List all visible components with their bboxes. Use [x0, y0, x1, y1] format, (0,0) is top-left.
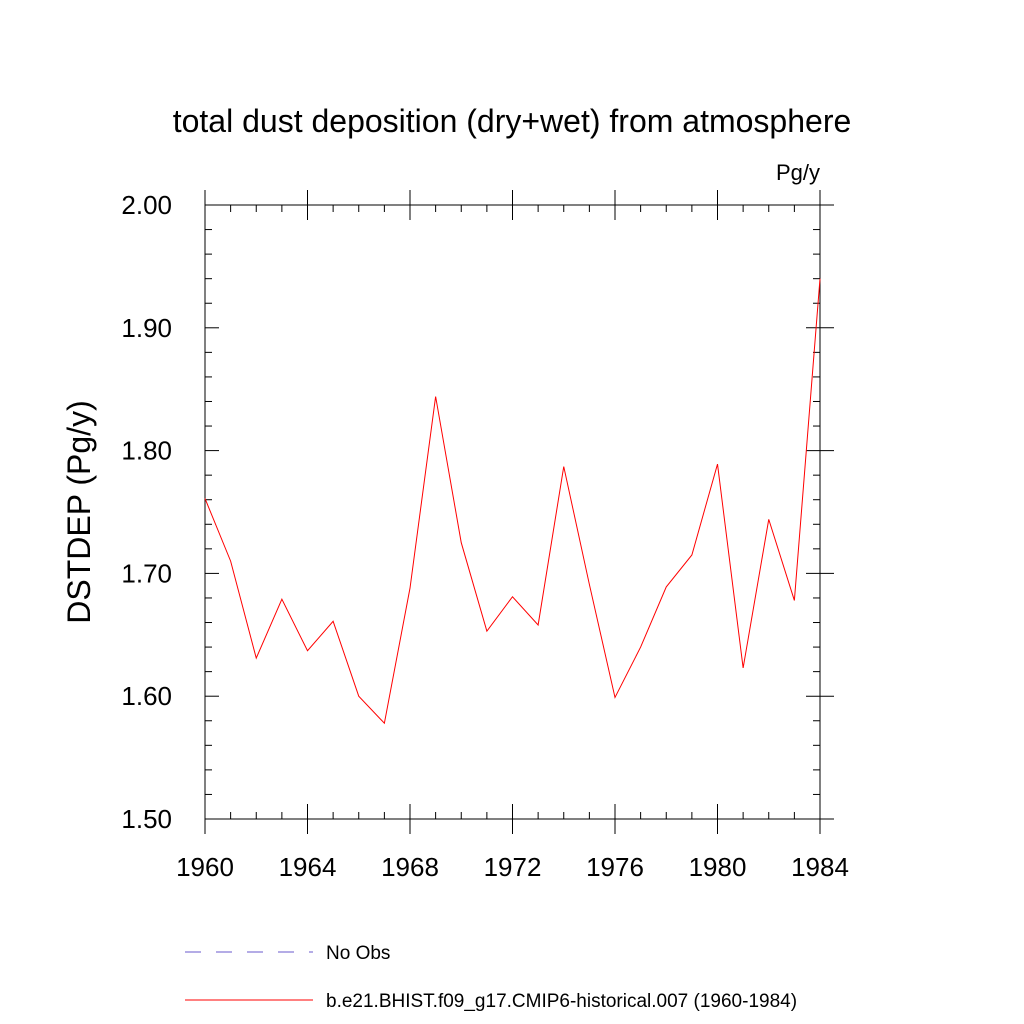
y-axis-ticks: [205, 204, 834, 820]
chart-title: total dust deposition (dry+wet) from atm…: [173, 103, 852, 139]
y-tick-label: 1.90: [121, 313, 172, 343]
x-tick-label: 1976: [586, 852, 644, 882]
x-tick-label: 1968: [381, 852, 439, 882]
x-tick-label: 1972: [484, 852, 542, 882]
plot-frame: [204, 204, 821, 820]
legend-label: b.e21.BHIST.f09_g17.CMIP6-historical.007…: [326, 991, 797, 1012]
y-tick-label: 1.70: [121, 558, 172, 588]
series-layer: [204, 278, 821, 725]
y-tick-label: 1.80: [121, 436, 172, 466]
y-axis-label: DSTDEP (Pg/y): [61, 400, 97, 623]
y-tick-label: 1.50: [121, 804, 172, 834]
legend: No Obs b.e21.BHIST.f09_g17.CMIP6-historic…: [185, 943, 797, 1012]
x-tick-label: 1980: [689, 852, 747, 882]
x-axis-ticks: [204, 190, 821, 834]
units-label: Pg/y: [776, 160, 820, 185]
x-axis-tick-labels: 1960 1964 1968 1972 1976 1980 1984: [176, 852, 849, 882]
y-tick-label: 2.00: [121, 190, 172, 220]
x-tick-label: 1960: [176, 852, 234, 882]
x-tick-label: 1964: [279, 852, 337, 882]
x-tick-label: 1984: [791, 852, 849, 882]
legend-label: No Obs: [326, 943, 390, 964]
y-tick-label: 1.60: [121, 681, 172, 711]
series-line: [204, 278, 821, 725]
y-axis-tick-labels: 1.50 1.60 1.70 1.80 1.90 2.00: [121, 190, 172, 834]
